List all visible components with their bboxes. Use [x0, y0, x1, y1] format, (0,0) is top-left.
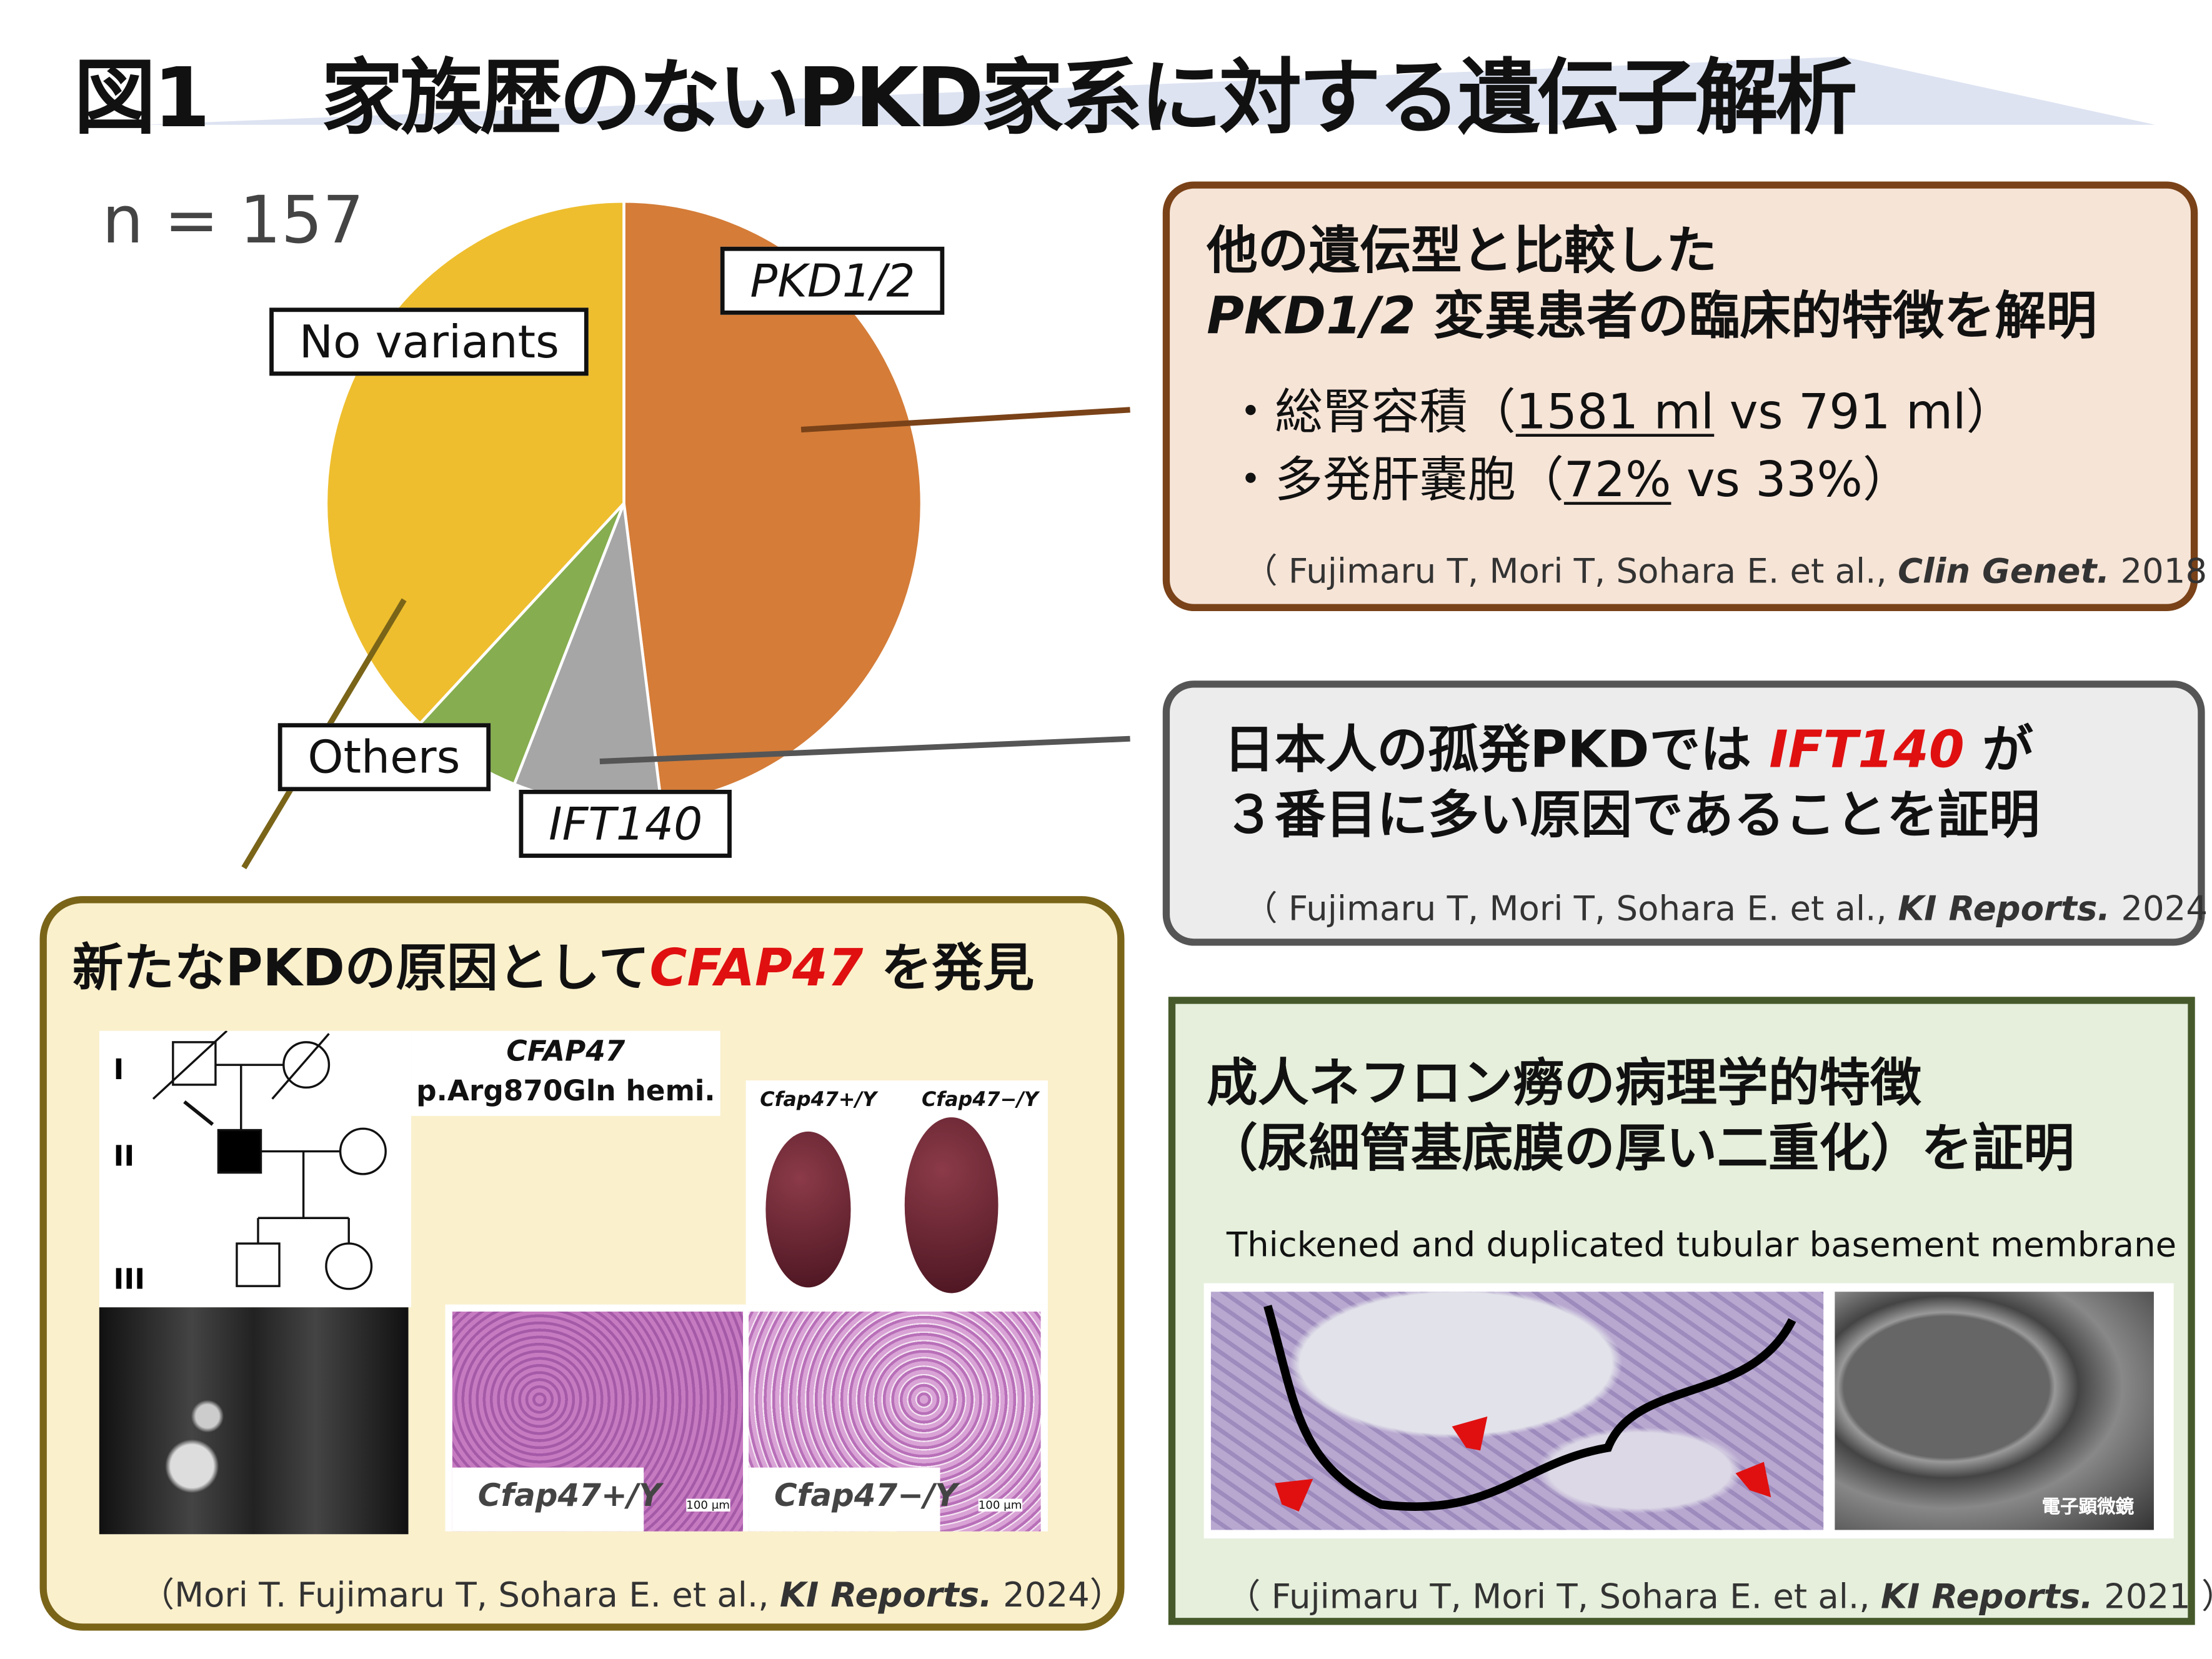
title-text: 家族歴のないPKD家系に対する遺伝子解析 — [321, 49, 1858, 146]
bullet-kidney-volume: ・総腎容積（1581 ml vs 791 ml） — [1226, 384, 2015, 441]
tbm-outline — [1263, 1305, 1796, 1512]
gen-II: II — [114, 1139, 135, 1172]
electron-microscopy-image: 電子顕微鏡 — [1835, 1292, 2154, 1530]
leader-line-ift140 — [599, 735, 1130, 765]
pedigree-diagram: I II III — [114, 1030, 387, 1296]
em-label: 電子顕微鏡 — [2041, 1497, 2135, 1519]
box1-citation: （ Fujimaru T, Mori T, Sohara E. et al., … — [1243, 551, 2212, 592]
pkd12-findings-box: 他の遺伝型と比較した PKD1/2 変異患者の臨床的特徴を解明 ・総腎容積（15… — [1162, 181, 2212, 612]
box4-heading-2: （尿細管基底膜の厚い二重化）を証明 — [1207, 1120, 2075, 1178]
red-arrow — [1275, 1478, 1313, 1512]
kidney-wt-label: Cfap47+/Y — [760, 1089, 877, 1112]
box3-heading: 新たなPKDの原因としてCFAP47 を発見 — [72, 940, 1035, 999]
box4-heading-1: 成人ネフロン癆の病理学的特徴 — [1207, 1055, 1921, 1113]
red-arrow — [1452, 1416, 1488, 1451]
variant-name: p.Arg870Gln hemi. — [416, 1073, 715, 1108]
pkd12-gene: PKD1/2 — [1207, 287, 1416, 346]
light-microscopy-image — [1210, 1292, 1824, 1530]
box2-heading-1: 日本人の孤発PKDでは IFT140 が — [1223, 722, 2033, 780]
scale-bar-ko: 100 μm — [978, 1498, 1022, 1512]
pie-slice-pkd12 — [622, 199, 924, 805]
cfap47-findings-box: 新たなPKDの原因としてCFAP47 を発見 I II III — [39, 896, 1125, 1631]
leader-line-pkd12 — [800, 407, 1130, 433]
nephronophthisis-box: 成人ネフロン癆の病理学的特徴 （尿細管基底膜の厚い二重化）を証明 Thicken… — [1168, 997, 2212, 1625]
box1-heading-2: 変異患者の臨床的特徴を解明 — [1415, 287, 2098, 346]
bullet-liver-cysts: ・多発肝嚢胞（72% vs 33%） — [1226, 452, 1911, 509]
red-arrow — [1735, 1462, 1771, 1498]
box2-citation: （ Fujimaru T, Mori T, Sohara E. et al., … — [1243, 889, 2212, 929]
kidney-photo: Cfap47+/Y Cfap47−/Y — [745, 1080, 1048, 1305]
mri-image — [99, 1307, 409, 1535]
kidney-ko — [904, 1117, 999, 1293]
gen-I: I — [114, 1053, 124, 1086]
box1-heading-1: 他の遺伝型と比較した — [1207, 222, 1718, 281]
label-ift140: IFT140 — [519, 789, 732, 858]
title-underline-wedge — [141, 56, 2156, 125]
label-others: Others — [277, 723, 491, 792]
histology-panels: Cfap47+/Y Cfap47−/Y 100 μm 100 μm — [445, 1304, 1048, 1532]
pathology-images: 電子顕微鏡 — [1203, 1283, 2174, 1539]
image-caption: Thickened and duplicated tubular basemen… — [1226, 1225, 2177, 1265]
histology-ko-label: Cfap47−/Y — [749, 1467, 957, 1532]
ift140-findings-box: 日本人の孤発PKDでは IFT140 が ３番目に多い原因であることを証明 （ … — [1162, 680, 2212, 946]
ift140-gene: IFT140 — [1769, 722, 1965, 780]
box3-citation: （Mori T. Fujimaru T, Sohara E. et al., K… — [140, 1575, 1124, 1615]
kidney-ko-label: Cfap47−/Y — [921, 1089, 1039, 1112]
cfap47-gene: CFAP47 — [649, 940, 864, 999]
box2-heading-2: ３番目に多い原因であることを証明 — [1223, 787, 2040, 845]
label-no-variants: No variants — [269, 307, 589, 376]
page-title: 図1 家族歴のないPKD家系に対する遺伝子解析 — [73, 31, 1858, 151]
pedigree-chart: I II III — [99, 1030, 412, 1308]
variant-label: CFAP47 p.Arg870Gln hemi. — [411, 1030, 720, 1116]
sample-size: n = 157 — [102, 181, 364, 258]
scale-bar-wt: 100 μm — [686, 1498, 730, 1512]
label-pkd12: PKD1/2 — [720, 246, 945, 315]
histology-wt-label: Cfap47+/Y — [452, 1467, 661, 1532]
gen-III: III — [114, 1263, 146, 1296]
kidney-wt — [765, 1131, 851, 1288]
variant-gene: CFAP47 — [506, 1034, 625, 1068]
figure-number: 図1 — [73, 49, 211, 146]
box4-citation: （ Fujimaru T, Mori T, Sohara E. et al., … — [1226, 1577, 2212, 1617]
